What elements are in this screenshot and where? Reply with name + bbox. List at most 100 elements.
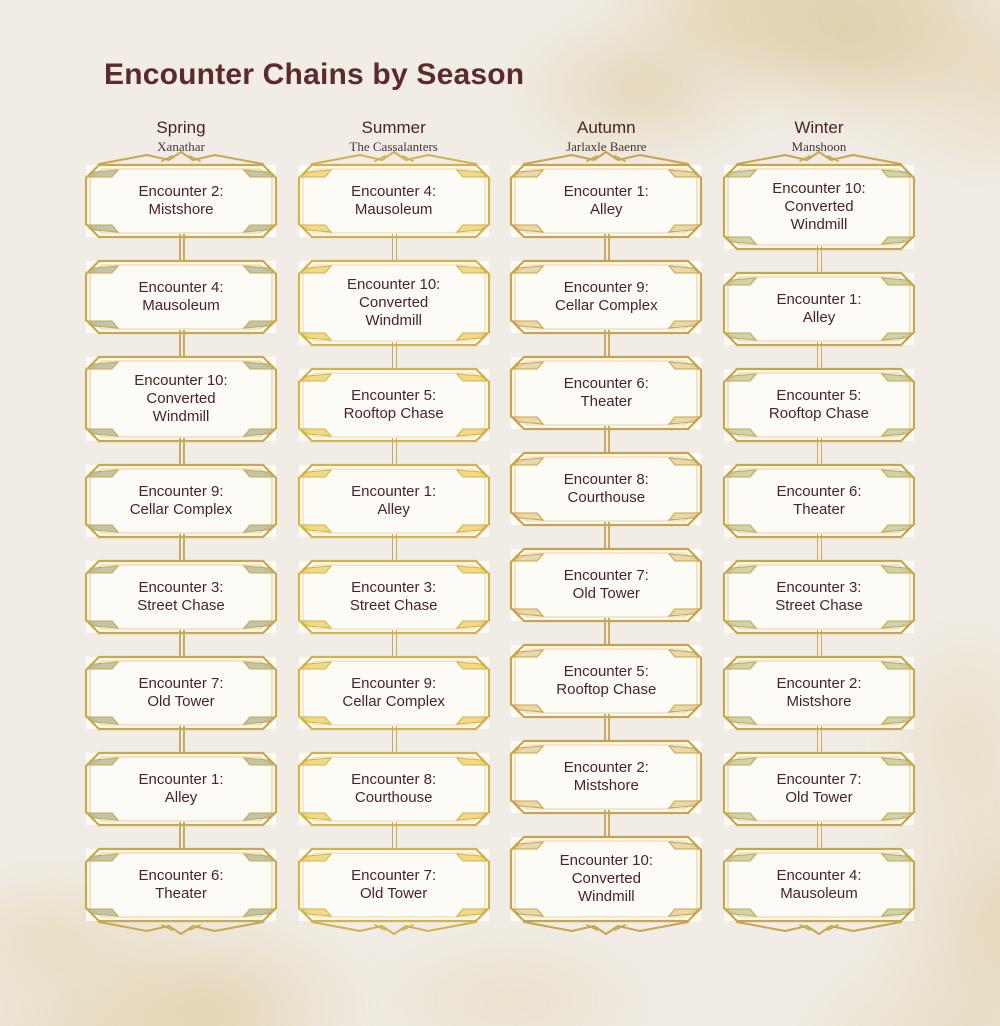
chain-connector <box>86 822 276 853</box>
encounter-node[interactable]: Encounter 10: Converted Windmill <box>722 151 916 251</box>
column-season-label: Winter <box>794 118 844 137</box>
encounter-node[interactable]: Encounter 2: Mistshore <box>84 151 278 239</box>
column-header: Autumn Jarlaxle Baenre <box>566 118 646 155</box>
encounter-card[interactable]: Encounter 7: Old Tower <box>297 847 490 936</box>
season-column-spring: Spring Xanathar Encounter 2: Mistshore E… <box>84 118 278 936</box>
encounter-card[interactable]: Encounter 10: Converted Windmill <box>297 259 490 347</box>
encounter-card-label: Encounter 6: Theater <box>563 375 649 411</box>
encounter-node[interactable]: Encounter 9: Cellar Complex <box>510 259 703 335</box>
encounter-node[interactable]: Encounter 6: Theater <box>722 463 916 539</box>
column-patron-label: Xanathar <box>157 139 205 155</box>
encounter-node[interactable]: Encounter 1: Alley <box>510 151 703 239</box>
encounter-card-label: Encounter 10: Converted Windmill <box>346 276 441 330</box>
chain-connector <box>511 714 701 745</box>
chain-connector <box>511 426 701 457</box>
encounter-chain: Encounter 4: Mausoleum Encounter 10: Con… <box>297 151 490 936</box>
encounter-node[interactable]: Encounter 8: Courthouse <box>297 751 490 827</box>
encounter-card[interactable]: Encounter 6: Theater <box>510 355 703 431</box>
page-title: Encounter Chains by Season <box>104 58 525 91</box>
encounter-node[interactable]: Encounter 7: Old Tower <box>510 547 703 623</box>
encounter-card-label: Encounter 2: Mistshore <box>138 183 224 219</box>
encounter-node[interactable]: Encounter 10: Converted Windmill <box>297 259 490 347</box>
encounter-node[interactable]: Encounter 6: Theater <box>84 847 278 936</box>
encounter-card[interactable]: Encounter 9: Cellar Complex <box>510 259 703 335</box>
encounter-node[interactable]: Encounter 10: Converted Windmill <box>84 355 278 443</box>
encounter-card-label: Encounter 7: Old Tower <box>351 867 437 903</box>
encounter-node[interactable]: Encounter 3: Street Chase <box>297 559 490 635</box>
encounter-node[interactable]: Encounter 1: Alley <box>297 463 490 539</box>
encounter-node[interactable]: Encounter 9: Cellar Complex <box>84 463 278 539</box>
encounter-node[interactable]: Encounter 4: Mausoleum <box>722 847 916 936</box>
encounter-card-label: Encounter 4: Mausoleum <box>351 183 437 219</box>
encounter-card[interactable]: Encounter 1: Alley <box>84 751 278 827</box>
encounter-card[interactable]: Encounter 6: Theater <box>722 463 916 539</box>
encounter-card[interactable]: Encounter 10: Converted Windmill <box>722 151 916 251</box>
encounter-card-label: Encounter 9: Cellar Complex <box>555 279 658 315</box>
encounter-card[interactable]: Encounter 8: Courthouse <box>510 451 703 527</box>
encounter-card[interactable]: Encounter 5: Rooftop Chase <box>297 367 490 443</box>
encounter-card[interactable]: Encounter 7: Old Tower <box>84 655 278 731</box>
column-season-label: Summer <box>361 118 426 137</box>
encounter-card[interactable]: Encounter 9: Cellar Complex <box>84 463 278 539</box>
chain-connector <box>86 330 276 361</box>
encounter-node[interactable]: Encounter 5: Rooftop Chase <box>297 367 490 443</box>
encounter-card[interactable]: Encounter 4: Mausoleum <box>297 151 490 239</box>
encounter-card[interactable]: Encounter 4: Mausoleum <box>722 847 916 936</box>
encounter-card[interactable]: Encounter 4: Mausoleum <box>84 259 278 335</box>
encounter-chain: Encounter 2: Mistshore Encounter 4: Maus… <box>84 151 278 936</box>
chain-connector <box>511 522 701 553</box>
encounter-card[interactable]: Encounter 6: Theater <box>84 847 278 936</box>
encounter-card[interactable]: Encounter 5: Rooftop Chase <box>510 643 703 719</box>
encounter-card-label: Encounter 8: Courthouse <box>563 471 649 507</box>
encounter-card[interactable]: Encounter 2: Mistshore <box>722 655 916 731</box>
encounter-card[interactable]: Encounter 7: Old Tower <box>510 547 703 623</box>
encounter-node[interactable]: Encounter 3: Street Chase <box>722 559 916 635</box>
encounter-node[interactable]: Encounter 7: Old Tower <box>297 847 490 936</box>
encounter-card[interactable]: Encounter 8: Courthouse <box>297 751 490 827</box>
encounter-card-label: Encounter 1: Alley <box>351 483 437 519</box>
encounter-node[interactable]: Encounter 10: Converted Windmill <box>510 835 703 936</box>
encounter-node[interactable]: Encounter 7: Old Tower <box>722 751 916 827</box>
encounter-node[interactable]: Encounter 7: Old Tower <box>84 655 278 731</box>
encounter-chain: Encounter 1: Alley Encounter 9: Cellar C… <box>510 151 703 936</box>
encounter-node[interactable]: Encounter 8: Courthouse <box>510 451 703 527</box>
encounter-card[interactable]: Encounter 7: Old Tower <box>722 751 916 827</box>
encounter-card[interactable]: Encounter 10: Converted Windmill <box>84 355 278 443</box>
encounter-card-label: Encounter 4: Mausoleum <box>138 279 224 315</box>
encounter-node[interactable]: Encounter 5: Rooftop Chase <box>510 643 703 719</box>
encounter-card-label: Encounter 7: Old Tower <box>563 567 649 603</box>
encounter-card-label: Encounter 1: Alley <box>776 291 862 327</box>
encounter-card-label: Encounter 3: Street Chase <box>775 579 863 615</box>
encounter-node[interactable]: Encounter 1: Alley <box>722 271 916 347</box>
encounter-card[interactable]: Encounter 1: Alley <box>722 271 916 347</box>
encounter-card[interactable]: Encounter 1: Alley <box>510 151 703 239</box>
encounter-node[interactable]: Encounter 4: Mausoleum <box>84 259 278 335</box>
encounter-card[interactable]: Encounter 3: Street Chase <box>297 559 490 635</box>
encounter-node[interactable]: Encounter 9: Cellar Complex <box>297 655 490 731</box>
encounter-card-label: Encounter 3: Street Chase <box>349 579 438 615</box>
encounter-card[interactable]: Encounter 2: Mistshore <box>84 151 278 239</box>
encounter-card[interactable]: Encounter 10: Converted Windmill <box>510 835 703 936</box>
chain-connector <box>86 234 276 265</box>
column-season-label: Spring <box>156 118 206 137</box>
encounter-node[interactable]: Encounter 2: Mistshore <box>722 655 916 731</box>
encounter-card[interactable]: Encounter 1: Alley <box>297 463 490 539</box>
encounter-node[interactable]: Encounter 6: Theater <box>510 355 703 431</box>
encounter-card[interactable]: Encounter 3: Street Chase <box>722 559 916 635</box>
chain-connector <box>86 726 276 757</box>
column-patron-label: The Cassalanters <box>349 139 438 155</box>
encounter-node[interactable]: Encounter 5: Rooftop Chase <box>722 367 916 443</box>
encounter-card[interactable]: Encounter 9: Cellar Complex <box>297 655 490 731</box>
encounter-node[interactable]: Encounter 1: Alley <box>84 751 278 827</box>
chain-connector <box>724 246 914 277</box>
encounter-card[interactable]: Encounter 3: Street Chase <box>84 559 278 635</box>
encounter-card[interactable]: Encounter 2: Mistshore <box>510 739 703 815</box>
encounter-node[interactable]: Encounter 3: Street Chase <box>84 559 278 635</box>
encounter-node[interactable]: Encounter 2: Mistshore <box>510 739 703 815</box>
encounter-card-label: Encounter 2: Mistshore <box>776 675 862 711</box>
chain-connector <box>724 726 914 757</box>
season-column-summer: Summer The Cassalanters Encounter 4: Mau… <box>297 118 490 936</box>
chain-connector <box>724 534 914 565</box>
encounter-node[interactable]: Encounter 4: Mausoleum <box>297 151 490 239</box>
encounter-card[interactable]: Encounter 5: Rooftop Chase <box>722 367 916 443</box>
